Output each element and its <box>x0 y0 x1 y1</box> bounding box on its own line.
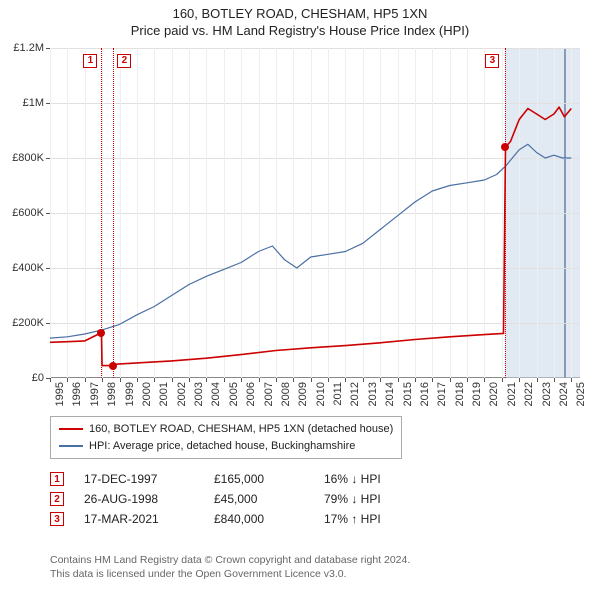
x-axis-label: 2021 <box>506 382 518 406</box>
x-axis-label: 2007 <box>263 382 275 406</box>
sale-dot <box>97 329 105 337</box>
x-axis-label: 2020 <box>488 382 500 406</box>
sale-dot <box>109 362 117 370</box>
x-axis-label: 2016 <box>419 382 431 406</box>
x-axis-label: 1998 <box>106 382 118 406</box>
sale-event-row: 1 17-DEC-1997£165,00016% ↓ HPI <box>50 472 444 486</box>
event-date: 26-AUG-1998 <box>84 492 214 506</box>
x-axis-label: 2023 <box>541 382 553 406</box>
chart-title-subtitle: Price paid vs. HM Land Registry's House … <box>0 23 600 38</box>
x-axis-label: 2022 <box>523 382 535 406</box>
x-axis-label: 2000 <box>141 382 153 406</box>
chart-svg <box>50 48 580 378</box>
footer-attribution: Contains HM Land Registry data © Crown c… <box>50 554 410 581</box>
x-axis-label: 2019 <box>471 382 483 406</box>
line-property <box>50 107 571 366</box>
x-axis-label: 2014 <box>384 382 396 406</box>
x-axis-label: 2024 <box>558 382 570 406</box>
legend-label-hpi: HPI: Average price, detached house, Buck… <box>89 438 355 455</box>
footer-line1: Contains HM Land Registry data © Crown c… <box>50 554 410 568</box>
sale-event-row: 2 26-AUG-1998£45,00079% ↓ HPI <box>50 492 444 506</box>
x-axis-label: 1995 <box>54 382 66 406</box>
x-axis-label: 2006 <box>245 382 257 406</box>
x-axis-label: 2017 <box>436 382 448 406</box>
line-hpi <box>50 144 571 338</box>
x-axis-label: 2025 <box>575 382 587 406</box>
y-axis-label: £600K <box>12 207 44 219</box>
chart-legend: 160, BOTLEY ROAD, CHESHAM, HP5 1XN (deta… <box>50 416 402 459</box>
event-change: 79% ↓ HPI <box>324 492 444 506</box>
x-axis-label: 1997 <box>89 382 101 406</box>
sale-event-row: 3 17-MAR-2021£840,00017% ↑ HPI <box>50 512 444 526</box>
x-axis-label: 2004 <box>210 382 222 406</box>
event-change: 17% ↑ HPI <box>324 512 444 526</box>
y-axis-label: £800K <box>12 152 44 164</box>
legend-swatch-property <box>59 428 83 430</box>
x-axis-label: 2010 <box>315 382 327 406</box>
x-axis-label: 2005 <box>228 382 240 406</box>
chart-plot-area: 123 £0£200K£400K£600K£800K£1M£1.2M199519… <box>50 48 580 378</box>
event-date: 17-DEC-1997 <box>84 472 214 486</box>
x-axis-label: 2003 <box>193 382 205 406</box>
y-axis-label: £0 <box>32 372 44 384</box>
x-axis-label: 2001 <box>158 382 170 406</box>
event-price: £165,000 <box>214 472 324 486</box>
event-price: £45,000 <box>214 492 324 506</box>
x-axis-label: 1996 <box>71 382 83 406</box>
event-marker-badge: 3 <box>485 54 499 68</box>
x-axis-label: 2012 <box>349 382 361 406</box>
footer-line2: This data is licensed under the Open Gov… <box>50 568 410 582</box>
x-axis-label: 2002 <box>176 382 188 406</box>
x-axis-label: 2018 <box>454 382 466 406</box>
event-date: 17-MAR-2021 <box>84 512 214 526</box>
sale-events-list: 1 17-DEC-1997£165,00016% ↓ HPI 2 26-AUG-199… <box>50 466 444 532</box>
event-marker-line <box>505 48 506 378</box>
x-axis-label: 2015 <box>402 382 414 406</box>
y-axis-label: £1M <box>23 97 44 109</box>
event-id-badge: 2 <box>50 492 64 506</box>
event-id-badge: 3 <box>50 512 64 526</box>
legend-label-property: 160, BOTLEY ROAD, CHESHAM, HP5 1XN (deta… <box>89 421 393 438</box>
x-axis-label: 2009 <box>297 382 309 406</box>
event-marker-line <box>113 48 114 378</box>
sale-dot <box>501 143 509 151</box>
x-axis-label: 2008 <box>280 382 292 406</box>
x-axis-label: 1999 <box>124 382 136 406</box>
legend-swatch-hpi <box>59 445 83 447</box>
event-change: 16% ↓ HPI <box>324 472 444 486</box>
y-axis-label: £1.2M <box>13 42 44 54</box>
event-marker-badge: 1 <box>83 54 97 68</box>
x-axis-label: 2013 <box>367 382 379 406</box>
event-id-badge: 1 <box>50 472 64 486</box>
y-axis-label: £200K <box>12 317 44 329</box>
event-price: £840,000 <box>214 512 324 526</box>
event-marker-badge: 2 <box>117 54 131 68</box>
y-axis-label: £400K <box>12 262 44 274</box>
x-axis-label: 2011 <box>332 382 344 406</box>
chart-title-address: 160, BOTLEY ROAD, CHESHAM, HP5 1XN <box>0 6 600 21</box>
